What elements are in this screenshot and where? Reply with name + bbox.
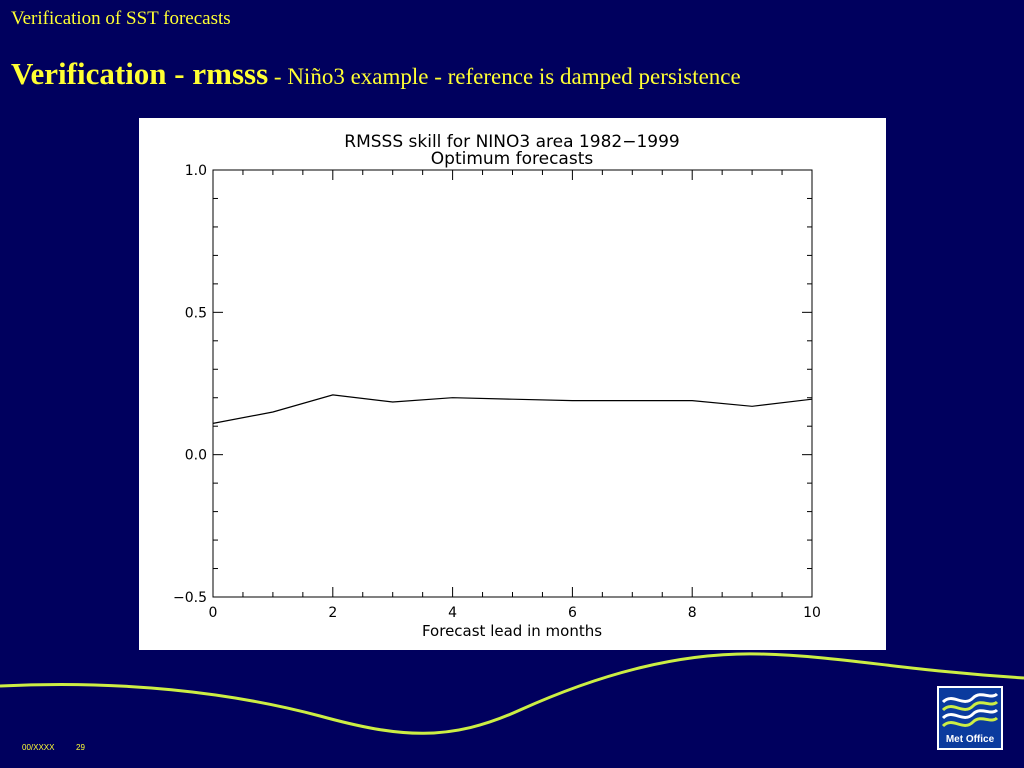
x-tick-label: 10 [803, 605, 821, 621]
slide-heading: Verification - rmsss - Niño3 example - r… [11, 56, 741, 92]
y-tick-label: 0.5 [185, 305, 207, 321]
y-tick-label: 1.0 [185, 163, 207, 179]
x-tick-label: 2 [328, 605, 337, 621]
series-line [212, 394, 813, 424]
y-tick-label: −0.5 [173, 590, 207, 606]
x-tick-label: 8 [688, 605, 697, 621]
slide-section-title: Verification of SST forecasts [11, 8, 231, 29]
logo-text: Met Office [945, 734, 995, 745]
met-office-logo: Met Office [937, 686, 1003, 750]
plot-area-frame [212, 169, 813, 598]
x-tick-label: 4 [448, 605, 457, 621]
footer-code: 00/XXXX [22, 743, 55, 752]
chart-title: RMSSS skill for NINO3 area 1982−1999 [344, 132, 679, 152]
heading-bold-text: Verification - rmsss [11, 56, 269, 91]
chart-subtitle: Optimum forecasts [431, 149, 594, 169]
axis-ticks [212, 169, 813, 598]
x-tick-label: 6 [568, 605, 577, 621]
chart-panel: RMSSS skill for NINO3 area 1982−1999 Opt… [139, 118, 886, 650]
wave-line [0, 652, 1024, 735]
heading-rest-text: - Niño3 example - reference is damped pe… [268, 64, 741, 89]
decorative-wave [0, 652, 1024, 735]
page-number: 29 [76, 743, 85, 752]
rmsss-chart: RMSSS skill for NINO3 area 1982−1999 Opt… [173, 132, 821, 640]
wave-logo-icon [941, 692, 999, 728]
axis-tick-labels: 0 2 4 6 8 10 −0.5 0.0 0.5 1.0 [173, 163, 821, 621]
x-axis-label: Forecast lead in months [422, 622, 602, 640]
y-tick-label: 0.0 [185, 448, 207, 464]
x-tick-label: 0 [209, 605, 218, 621]
